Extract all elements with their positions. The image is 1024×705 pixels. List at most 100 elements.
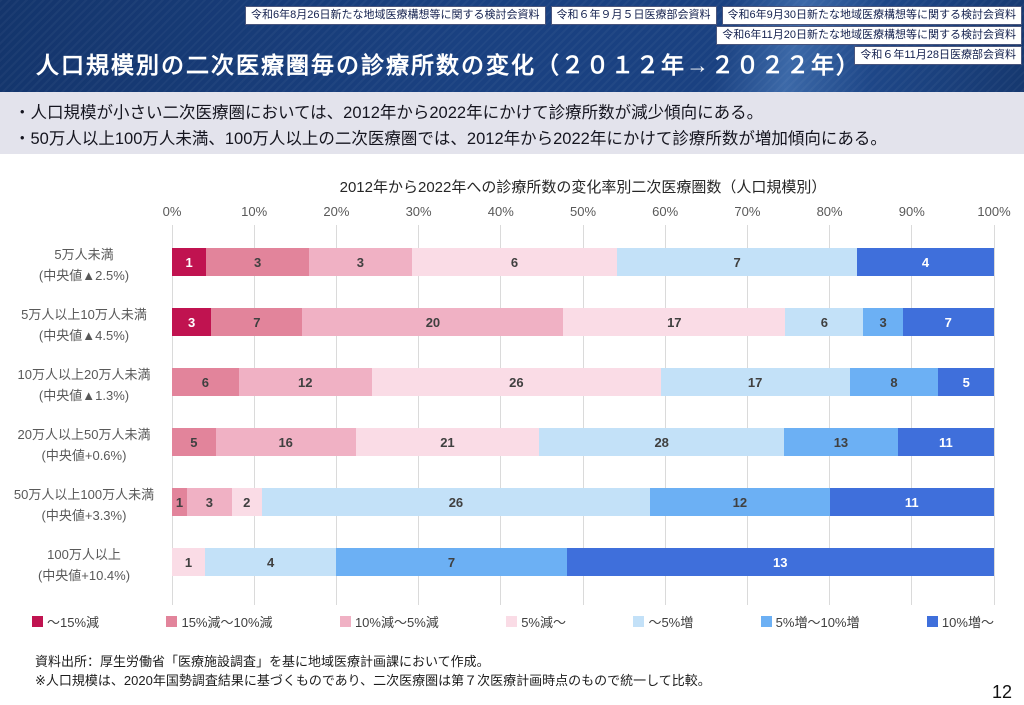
row-label-name: 100万人以上	[47, 547, 121, 562]
source-note: 資料出所：厚生労働省「医療施設調査」を基に地域医療計画課において作成。	[35, 654, 490, 669]
bar-segment: 3	[863, 308, 903, 336]
bar-segment: 4	[204, 548, 337, 576]
gridline	[500, 225, 502, 605]
bar-row: 3 7 20 17 6 3 7	[172, 308, 994, 336]
gridline	[418, 225, 420, 605]
bar-segment: 6	[411, 248, 618, 276]
row-label: 10万人以上20万人未満 (中央値▲1.3%)	[5, 364, 163, 406]
bar-segment: 12	[650, 488, 830, 516]
gridline	[253, 225, 255, 605]
badge-row-1: 令和6年8月26日新たな地域医療構想等に関する検討会資料 令和６年９月５日医療部…	[245, 6, 1022, 25]
badge-row-3: 令和６年11月28日医療部会資料	[854, 46, 1022, 65]
bar-segment: 21	[355, 428, 540, 456]
gridline	[911, 225, 913, 605]
row-label-name: 5万人以上10万人未満	[21, 307, 147, 322]
bar-row: 6 12 26 17 8 5	[172, 368, 994, 396]
bar-segment: 7	[902, 308, 994, 336]
row-label-name: 50万人以上100万人未満	[13, 487, 155, 502]
source-badge: 令和6年8月26日新たな地域医療構想等に関する検討会資料	[245, 6, 546, 25]
row-label: 20万人以上50万人未満 (中央値+0.6%)	[5, 424, 163, 466]
bar-row: 1 3 2 26 12 11	[172, 488, 994, 516]
row-label-median: (中央値▲4.5%)	[38, 328, 130, 343]
bar-segment: 3	[206, 248, 309, 276]
row-label-name: 5万人未満	[54, 247, 114, 262]
gridline	[171, 225, 173, 605]
gridline	[746, 225, 748, 605]
row-label-name: 20万人以上50万人未満	[17, 427, 151, 442]
x-axis-tick: 70%	[734, 204, 761, 219]
page-number: 12	[991, 682, 1012, 702]
legend-swatch-icon	[926, 616, 938, 627]
bar-segment: 1	[172, 488, 187, 516]
bar-segment: 7	[211, 308, 303, 336]
bar-segment: 7	[336, 548, 567, 576]
x-axis-tick: 100%	[977, 204, 1011, 219]
row-label-median: (中央値+0.6%)	[41, 448, 127, 463]
row-label: 5万人以上10万人未満 (中央値▲4.5%)	[5, 304, 163, 346]
row-label-median: (中央値▲2.5%)	[38, 268, 130, 283]
bar-segment: 1	[172, 248, 207, 276]
bar-segment: 20	[302, 308, 564, 336]
page-title: 人口規模別の二次医療圏毎の診療所数の変化（２０１２年→２０２２年）	[36, 52, 861, 78]
bar-segment: 11	[897, 428, 994, 456]
x-axis-tick: 10%	[241, 204, 268, 219]
bar-segment: 28	[539, 428, 785, 456]
bar-segment: 17	[563, 308, 786, 336]
x-axis-tick: 40%	[487, 204, 514, 219]
bar-segment: 16	[215, 428, 356, 456]
population-note: ※人口規模は、2020年国勢調査結果に基づくものであり、二次医療圏は第７次医療計…	[35, 673, 711, 688]
summary-bullet-1: ・人口規模が小さい二次医療圏においては、2012年から2022年にかけて診療所数…	[14, 104, 764, 122]
bar-segment: 7	[617, 248, 857, 276]
gridline	[829, 225, 831, 605]
x-axis-tick: 50%	[569, 204, 597, 219]
bar-segment: 26	[371, 368, 661, 396]
bar-segment: 6	[172, 368, 239, 396]
bar-segment: 12	[238, 368, 372, 396]
source-badge: 令和6年9月30日新たな地域医療構想等に関する検討会資料	[721, 6, 1022, 25]
legend-swatch-icon	[32, 616, 43, 627]
bar-segment: 2	[231, 488, 262, 516]
row-label-median: (中央値+10.4%)	[37, 568, 131, 583]
row-label-median: (中央値+3.3%)	[41, 508, 127, 523]
legend-item: ～5%増	[633, 612, 693, 631]
bar-segment: 1	[172, 548, 205, 576]
bar-row: 5 16 21 28 13 11	[172, 428, 994, 456]
gridline	[664, 225, 666, 605]
bar-segment: 5	[172, 428, 216, 456]
header-banner: 令和6年8月26日新たな地域医療構想等に関する検討会資料 令和６年９月５日医療部…	[0, 0, 1024, 92]
source-badge: 令和6年11月20日新たな地域医療構想等に関する検討会資料	[716, 26, 1022, 45]
bar-segment: 4	[856, 248, 994, 276]
x-axis-tick: 60%	[652, 204, 679, 219]
x-axis-tick: 30%	[405, 204, 432, 219]
row-label: 50万人以上100万人未満 (中央値+3.3%)	[5, 484, 163, 526]
bar-segment: 6	[785, 308, 864, 336]
legend-swatch-icon	[339, 616, 351, 627]
bar-segment: 11	[829, 488, 994, 516]
row-label: 5万人未満 (中央値▲2.5%)	[5, 244, 163, 286]
row-label-median: (中央値▲1.3%)	[38, 388, 130, 403]
x-axis: 0% 10% 20% 30% 40% 50% 60% 70% 80% 90% 100%	[163, 204, 1011, 220]
legend-label: ～5%増	[648, 615, 694, 630]
bar-segment: 26	[261, 488, 651, 516]
x-axis-tick: 90%	[898, 204, 925, 219]
legend-label: 10%減～5%減	[354, 615, 439, 630]
gridline	[582, 225, 584, 605]
badge-row-2: 令和6年11月20日新たな地域医療構想等に関する検討会資料	[716, 26, 1022, 45]
legend-item: 15%減～10%減	[166, 612, 273, 631]
bar-segment: 3	[172, 308, 212, 336]
x-axis-tick: 80%	[816, 204, 843, 219]
footer-notes: 資料出所：厚生労働省「医療施設調査」を基に地域医療計画課において作成。 ※人口規…	[35, 652, 711, 690]
bar-segment: 5	[938, 368, 994, 396]
gridline	[993, 225, 995, 605]
bar-segment: 13	[566, 548, 994, 576]
source-badge: 令和６年11月28日医療部会資料	[854, 46, 1022, 65]
legend-label: 10%増～	[941, 615, 994, 630]
legend-swatch-icon	[506, 616, 518, 627]
row-label-name: 10万人以上20万人未満	[17, 367, 151, 382]
plot-area: 1 3 3 6 7 4 3 7 20 17 6 3 7 6 12 26 17 8 5 5 16 21 28 13 11 1 3 2 26…	[171, 225, 995, 605]
bar-segment: 3	[308, 248, 412, 276]
x-axis-tick: 0%	[162, 204, 182, 219]
legend-item: 10%減～5%減	[339, 612, 439, 631]
